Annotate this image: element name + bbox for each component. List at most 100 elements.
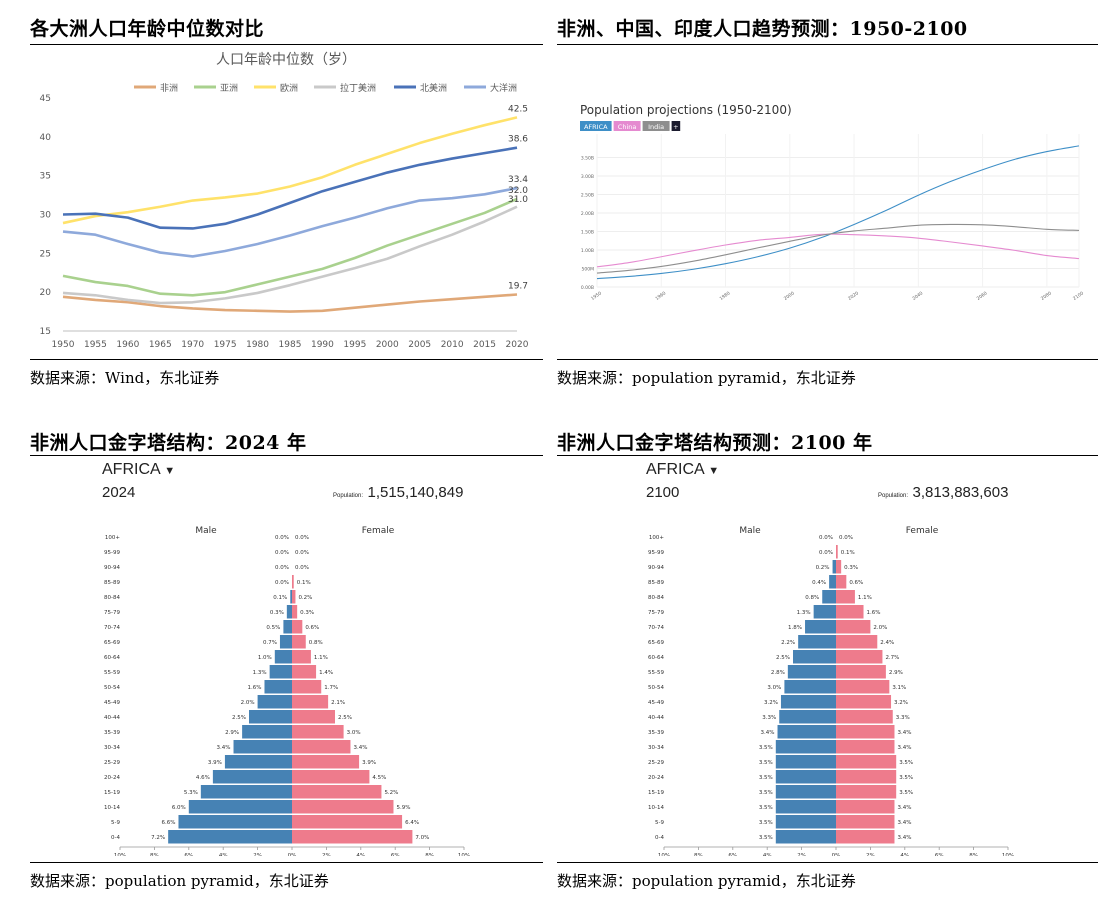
female-value-label: 3.1% <box>892 685 906 691</box>
end-value-label: 42.5 <box>508 104 528 114</box>
age-group-label: 90-94 <box>648 565 664 571</box>
legend-label: India <box>648 123 664 131</box>
female-bar <box>292 815 403 829</box>
male-bar <box>775 740 836 754</box>
female-bar <box>836 605 864 619</box>
male-value-label: 3.5% <box>759 760 773 766</box>
female-value-label: 3.4% <box>897 835 911 841</box>
population-label: Population: <box>878 493 909 499</box>
series-line <box>596 145 1080 280</box>
age-group-label: 35-39 <box>648 730 664 736</box>
female-value-label: 3.4% <box>897 745 911 751</box>
legend-swatch <box>671 121 681 131</box>
male-value-label: 0.0% <box>275 580 289 586</box>
y-tick-label: 25 <box>40 249 51 259</box>
male-bar <box>233 740 292 754</box>
male-bar <box>793 650 836 664</box>
male-value-label: 0.8% <box>805 595 819 601</box>
panel-title-pyramid-2024: 非洲人口金字塔结构：2024 年 <box>30 432 307 454</box>
source-note: 数据来源：Wind，东北证券 <box>30 369 220 387</box>
female-value-label: 3.9% <box>362 760 376 766</box>
male-value-label: 3.3% <box>762 715 776 721</box>
female-bar <box>836 740 895 754</box>
y-tick-label: 2.50B <box>581 193 594 199</box>
x-tick-label: 2020 <box>847 290 860 302</box>
male-bar <box>813 605 836 619</box>
female-value-label: 3.2% <box>894 700 908 706</box>
male-value-label: 2.8% <box>771 670 785 676</box>
female-bar <box>836 635 878 649</box>
age-group-label: 85-89 <box>648 580 664 586</box>
series-line <box>596 233 1080 268</box>
female-label: Female <box>362 526 395 536</box>
male-bar <box>224 755 292 769</box>
female-bar <box>836 785 897 799</box>
male-bar <box>779 710 836 724</box>
male-value-label: 1.6% <box>247 685 261 691</box>
age-group-label: 85-89 <box>104 580 120 586</box>
bottom-rule <box>30 862 543 863</box>
male-bar <box>290 590 292 604</box>
x-tick-label: 10% <box>114 853 126 856</box>
x-tick-label: 4% <box>900 853 909 856</box>
y-tick-label: 500M <box>582 267 595 273</box>
female-value-label: 5.9% <box>396 805 410 811</box>
male-value-label: 0.1% <box>273 595 287 601</box>
female-value-label: 1.1% <box>314 655 328 661</box>
female-bar <box>292 590 296 604</box>
age-group-label: 45-49 <box>648 700 664 706</box>
male-bar <box>775 785 836 799</box>
female-value-label: 0.0% <box>295 535 309 541</box>
male-bar <box>775 755 836 769</box>
x-tick-label: 2% <box>322 853 331 856</box>
male-value-label: 0.0% <box>275 550 289 556</box>
female-bar <box>292 830 413 844</box>
male-bar <box>775 800 836 814</box>
age-group-label: 0-4 <box>111 835 120 841</box>
male-value-label: 1.3% <box>797 610 811 616</box>
female-bar <box>292 665 317 679</box>
x-tick-label: 1970 <box>181 340 204 350</box>
female-bar <box>836 800 895 814</box>
female-value-label: 0.0% <box>839 535 853 541</box>
female-value-label: 1.1% <box>858 595 872 601</box>
pyramid-2100-chart: Male Female 100+ 0.0% 0.0% 95-99 0.0% 0.1% 90-94… <box>648 526 1014 856</box>
female-bar <box>836 770 897 784</box>
population-value: 1,515,140,849 <box>367 484 464 501</box>
x-tick-label: 4% <box>356 853 365 856</box>
y-tick-label: 15 <box>40 327 51 337</box>
x-tick-label: 0% <box>832 853 841 856</box>
region-selector[interactable]: AFRICA ▼ <box>102 461 175 479</box>
bottom-rule <box>557 359 1098 360</box>
male-value-label: 2.9% <box>225 730 239 736</box>
male-label: Male <box>195 526 217 536</box>
age-group-label: 5-9 <box>111 820 120 826</box>
male-value-label: 4.6% <box>196 775 210 781</box>
age-group-label: 10-14 <box>104 805 120 811</box>
x-tick-label: 6% <box>391 853 400 856</box>
male-value-label: 0.5% <box>266 625 280 631</box>
female-value-label: 1.4% <box>319 670 333 676</box>
population-readout: Population: 3,813,883,603 <box>878 484 1008 502</box>
legend-label: 大洋洲 <box>490 82 517 94</box>
male-value-label: 1.3% <box>253 670 267 676</box>
age-group-label: 70-74 <box>648 625 664 631</box>
x-tick-label: 6% <box>728 853 737 856</box>
x-tick-label: 10% <box>458 853 470 856</box>
female-bar <box>836 575 847 589</box>
male-value-label: 3.5% <box>759 805 773 811</box>
legend-label: 非洲 <box>160 82 178 94</box>
region-selector[interactable]: AFRICA ▼ <box>646 461 719 479</box>
male-bar <box>777 725 836 739</box>
male-value-label: 2.0% <box>241 700 255 706</box>
male-label: Male <box>739 526 761 536</box>
legend-label: 欧洲 <box>280 82 298 94</box>
female-value-label: 6.4% <box>405 820 419 826</box>
chevron-down-icon: ▼ <box>164 465 176 477</box>
age-group-label: 25-29 <box>648 760 664 766</box>
legend-label: 拉丁美洲 <box>340 82 376 94</box>
age-group-label: 10-14 <box>648 805 664 811</box>
population-projection-chart: Population projections (1950-2100) AFRICA… <box>580 103 1085 302</box>
y-tick-label: 35 <box>40 172 51 182</box>
female-bar <box>292 680 322 694</box>
